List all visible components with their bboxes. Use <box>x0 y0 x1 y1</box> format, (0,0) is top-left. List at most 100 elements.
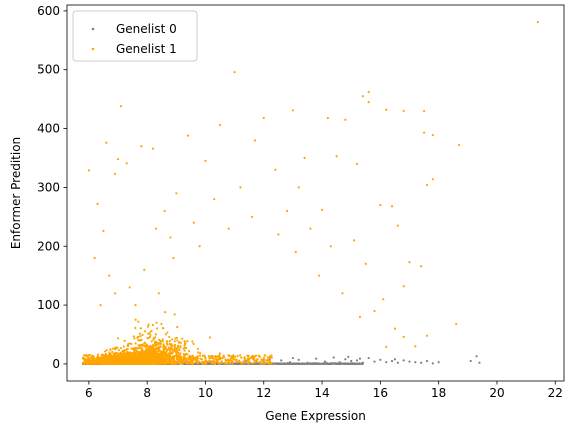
point-genelist-1 <box>137 356 141 359</box>
point-genelist-1 <box>141 355 144 358</box>
point-genelist-1 <box>136 335 140 339</box>
point-genelist-1 <box>134 342 137 345</box>
point-genelist-1 <box>144 348 147 352</box>
point-genelist-1 <box>105 141 108 144</box>
point-genelist-1 <box>85 358 88 361</box>
axes-frame <box>66 4 565 382</box>
point-genelist-1 <box>240 356 243 359</box>
point-genelist-1 <box>149 351 153 354</box>
point-genelist-0 <box>475 355 478 358</box>
point-genelist-1 <box>130 362 133 365</box>
point-genelist-1 <box>189 362 192 365</box>
point-genelist-1 <box>162 361 165 364</box>
point-genelist-1 <box>226 358 229 361</box>
point-genelist-1 <box>132 335 135 338</box>
point-genelist-1 <box>148 347 152 350</box>
point-genelist-1 <box>156 327 159 330</box>
point-genelist-1 <box>120 359 123 363</box>
point-genelist-1 <box>160 356 163 359</box>
point-genelist-1 <box>265 359 268 362</box>
point-genelist-0 <box>390 359 394 363</box>
y-tick-label: 600 <box>37 4 60 18</box>
point-genelist-0 <box>353 362 356 365</box>
point-genelist-0 <box>344 358 347 361</box>
x-axis: 6 8 10 12 14 16 18 20 22 <box>85 381 563 400</box>
point-genelist-1 <box>254 361 257 364</box>
point-genelist-1 <box>169 351 172 354</box>
point-genelist-1 <box>105 358 108 361</box>
point-genelist-1 <box>154 333 157 336</box>
point-genelist-1 <box>148 362 151 365</box>
point-genelist-1 <box>341 292 344 295</box>
x-tick-label: 18 <box>431 386 446 400</box>
point-genelist-0 <box>297 358 300 361</box>
point-genelist-1 <box>133 357 137 360</box>
point-genelist-1 <box>156 343 160 346</box>
point-genelist-1 <box>164 345 167 349</box>
point-genelist-0 <box>279 362 282 365</box>
point-genelist-1 <box>218 123 222 127</box>
point-genelist-1 <box>154 356 157 359</box>
point-genelist-1 <box>124 349 127 352</box>
point-genelist-1 <box>127 351 130 354</box>
point-genelist-1 <box>238 360 241 363</box>
x-tick-label: 20 <box>489 386 504 400</box>
point-genelist-1 <box>218 358 221 361</box>
point-genelist-1 <box>457 143 461 147</box>
point-genelist-1 <box>143 352 146 355</box>
point-genelist-1 <box>179 346 182 349</box>
x-axis-title: Gene Expression <box>265 409 366 423</box>
point-genelist-1 <box>215 360 218 363</box>
point-genelist-0 <box>342 362 345 365</box>
point-genelist-1 <box>116 158 120 161</box>
point-genelist-1 <box>173 356 176 360</box>
point-genelist-1 <box>204 361 208 364</box>
point-genelist-1 <box>184 347 188 350</box>
point-genelist-0 <box>303 362 307 365</box>
point-genelist-1 <box>536 20 539 24</box>
point-genelist-1 <box>152 338 155 341</box>
point-genelist-1 <box>190 358 193 361</box>
point-genelist-1 <box>204 159 207 163</box>
point-genelist-1 <box>196 355 199 358</box>
point-genelist-1 <box>176 325 179 329</box>
point-genelist-1 <box>329 245 332 248</box>
point-genelist-1 <box>113 348 117 351</box>
point-genelist-1 <box>230 360 233 363</box>
point-genelist-1 <box>196 362 199 365</box>
point-genelist-1 <box>152 362 155 365</box>
point-genelist-1 <box>227 360 230 364</box>
point-genelist-1 <box>95 362 98 365</box>
point-genelist-1 <box>134 359 138 363</box>
point-genelist-1 <box>246 359 249 362</box>
point-genelist-0 <box>315 362 318 365</box>
point-genelist-1 <box>164 310 167 314</box>
point-genelist-1 <box>195 359 198 362</box>
point-genelist-0 <box>333 362 336 365</box>
point-genelist-1 <box>163 209 166 213</box>
point-genelist-1 <box>215 358 218 362</box>
point-genelist-1 <box>173 360 176 363</box>
point-genelist-1 <box>254 354 258 357</box>
point-genelist-1 <box>218 354 221 357</box>
point-genelist-1 <box>231 361 234 364</box>
point-genelist-1 <box>161 356 165 359</box>
point-genelist-1 <box>199 352 202 355</box>
point-genelist-1 <box>213 358 216 361</box>
point-genelist-1 <box>119 105 123 108</box>
point-genelist-1 <box>174 350 177 353</box>
point-genelist-1 <box>87 169 90 172</box>
point-genelist-0 <box>291 356 295 360</box>
point-genelist-1 <box>213 360 216 363</box>
point-genelist-0 <box>367 356 370 360</box>
point-genelist-1 <box>149 333 152 336</box>
point-genelist-1 <box>163 350 166 354</box>
point-genelist-1 <box>175 192 178 195</box>
point-genelist-1 <box>100 354 103 357</box>
point-genelist-1 <box>208 336 212 339</box>
point-genelist-1 <box>155 347 158 350</box>
point-genelist-1 <box>168 354 171 357</box>
point-genelist-1 <box>135 347 138 350</box>
legend-marker-genelist-1 <box>91 47 95 51</box>
